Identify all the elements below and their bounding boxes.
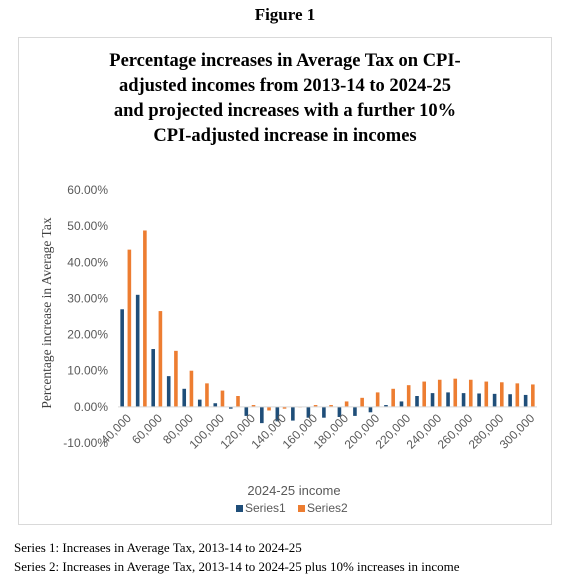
y-tick-label: -10.00%: [63, 436, 108, 450]
bar-series2: [515, 383, 520, 407]
bar-series1: [399, 401, 404, 407]
bar-series2: [236, 396, 240, 407]
bar-series2: [313, 405, 318, 407]
legend-label: Series1: [245, 501, 286, 515]
y-tick-label: 0.00%: [74, 400, 108, 414]
bar-series1: [244, 406, 249, 416]
bar-series1: [151, 349, 155, 407]
bar-series1: [430, 393, 435, 407]
bar-series2: [437, 379, 442, 407]
bar-series1: [337, 406, 342, 417]
bar-series1: [353, 406, 357, 416]
series-note: Series 1: Increases in Average Tax, 2013…: [14, 540, 302, 555]
bar-series2: [422, 381, 427, 407]
bars: [120, 230, 535, 424]
x-axis-ticks: 40,00060,00080,000100,000120,000140,0001…: [98, 411, 537, 452]
legend-label: Series2: [307, 501, 348, 515]
x-tick-label: 300,000: [497, 411, 538, 452]
bar-series2: [189, 370, 194, 407]
bar-series2: [329, 405, 333, 407]
bar-series1: [135, 294, 140, 407]
x-tick-label: 40,000: [98, 411, 134, 447]
bar-series1: [492, 393, 497, 407]
bar-series1: [306, 406, 311, 418]
y-axis-label: Percentage increase in Average Tax: [39, 217, 54, 408]
bar-series1: [368, 406, 373, 413]
bar-series2: [391, 388, 395, 407]
bar-series1: [213, 403, 218, 407]
bar-series2: [220, 390, 225, 407]
bar-series2: [143, 230, 147, 407]
bar-series2: [344, 401, 349, 407]
figure-heading: Figure 1: [254, 5, 316, 24]
bar-series1: [291, 406, 295, 421]
x-axis-label: 2024-25 income: [247, 483, 340, 498]
chart-title-line: CPI-adjusted increase in incomes: [153, 126, 417, 146]
bar-series2: [127, 249, 132, 407]
chart-title-line: Percentage increases in Average Tax on C…: [109, 51, 461, 71]
bar-series2: [251, 405, 256, 407]
bar-series1: [275, 406, 280, 422]
bar-series1: [461, 393, 466, 407]
bar-series1: [120, 309, 124, 407]
chart-title: Percentage increases in Average Tax on C…: [38, 49, 532, 149]
bar-series2: [205, 383, 209, 407]
bar-series2: [158, 311, 163, 407]
bar-series2: [282, 406, 287, 409]
legend: Series1 Series2: [236, 501, 348, 515]
y-tick-label: 20.00%: [67, 328, 108, 342]
y-tick-label: 50.00%: [67, 219, 108, 233]
bar-series1: [322, 406, 326, 418]
chart-frame: [18, 37, 552, 525]
bar-series1: [384, 405, 388, 407]
bar-series2: [484, 381, 489, 407]
y-axis-ticks: -10.00% 0.00% 10.00% 20.00% 30.00% 40.00% 50.0…: [63, 183, 108, 450]
bar-series2: [500, 382, 504, 407]
legend-swatch: [236, 505, 243, 512]
bar-series2: [174, 350, 178, 407]
figure-notes: Series 1: Increases in Average Tax, 2013…: [14, 538, 460, 576]
chart-title-line: adjusted incomes from 2013-14 to 2024-25: [118, 76, 452, 96]
bar-series1: [508, 394, 512, 407]
bar-series1: [166, 376, 171, 407]
bar-series1: [415, 396, 419, 407]
bar-series2: [267, 406, 271, 411]
bar-series2: [531, 384, 535, 407]
y-tick-label: 30.00%: [67, 291, 108, 305]
bar-series1: [197, 399, 202, 407]
y-tick-label: 60.00%: [67, 183, 108, 197]
bar-series2: [406, 385, 411, 407]
bar-series2: [468, 379, 473, 407]
bar-series1: [446, 392, 450, 407]
bar-series1: [228, 406, 233, 409]
legend-swatch: [298, 505, 305, 512]
y-tick-label: 40.00%: [67, 255, 108, 269]
y-tick-label: 10.00%: [67, 364, 108, 378]
bar-series1: [523, 394, 528, 407]
bar-series2: [360, 397, 364, 407]
x-tick-label: 60,000: [129, 411, 165, 447]
chart-title-line: and projected increases with a further 1…: [113, 101, 457, 121]
bar-series1: [477, 393, 481, 407]
bar-series1: [182, 388, 187, 407]
bar-series1: [260, 406, 264, 424]
bar-series2: [453, 378, 458, 407]
series-note: Series 2: Increases in Average Tax, 2013…: [14, 559, 460, 574]
bar-series2: [375, 392, 380, 407]
